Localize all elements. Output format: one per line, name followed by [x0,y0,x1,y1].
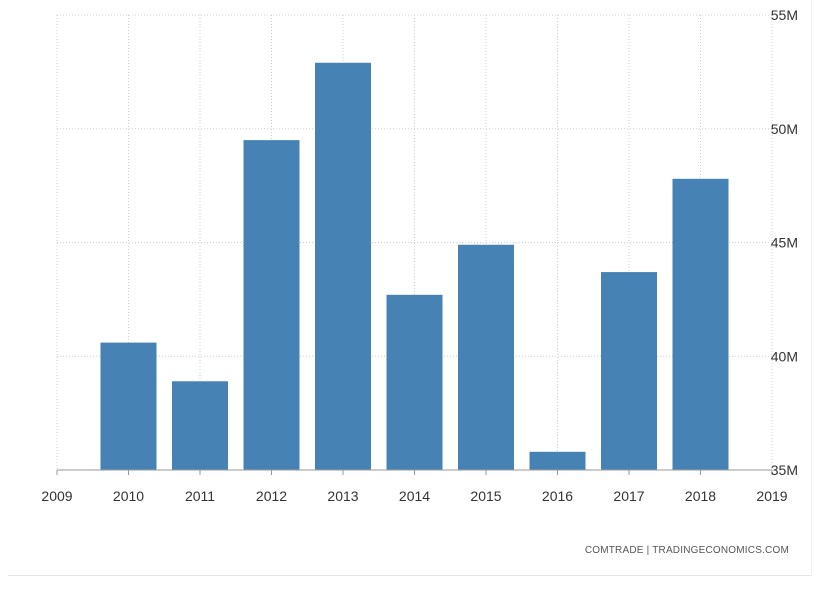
y-axis: 35M 40M 45M 50M 55M [771,7,798,478]
y-tick-label: 55M [771,7,798,23]
bar-2017 [601,272,657,470]
x-tick-label: 2019 [756,488,787,504]
bar-2013 [315,62,371,471]
bar-2015 [458,244,514,470]
x-tick-label: 2015 [470,488,501,504]
bar-2012 [243,140,300,470]
bar-2011 [172,381,228,470]
x-tick-label: 2009 [41,488,72,504]
x-tick-label: 2014 [399,488,430,504]
x-tick-label: 2011 [185,488,215,504]
x-tick-label: 2018 [685,488,716,504]
x-axis: 2009 2010 2011 2012 2013 2014 2015 2016 2017 2018… [41,469,788,504]
x-tick-label: 2017 [613,488,644,504]
bar-2014 [386,294,443,470]
y-tick-label: 35M [771,462,798,478]
bars [100,62,729,471]
chart-frame [8,0,812,576]
x-tick-label: 2013 [327,488,358,504]
source-label: COMTRADE | TRADINGECONOMICS.COM [585,545,789,556]
bar-2016 [529,451,586,470]
x-tick-label: 2012 [256,488,287,504]
y-tick-label: 40M [771,348,798,364]
y-tick-label: 50M [771,121,798,137]
x-tick-label: 2016 [542,488,573,504]
y-tick-label: 45M [771,235,798,251]
bar-2018 [672,178,729,471]
x-tick-label: 2010 [113,488,144,504]
bar-2010 [100,342,157,470]
